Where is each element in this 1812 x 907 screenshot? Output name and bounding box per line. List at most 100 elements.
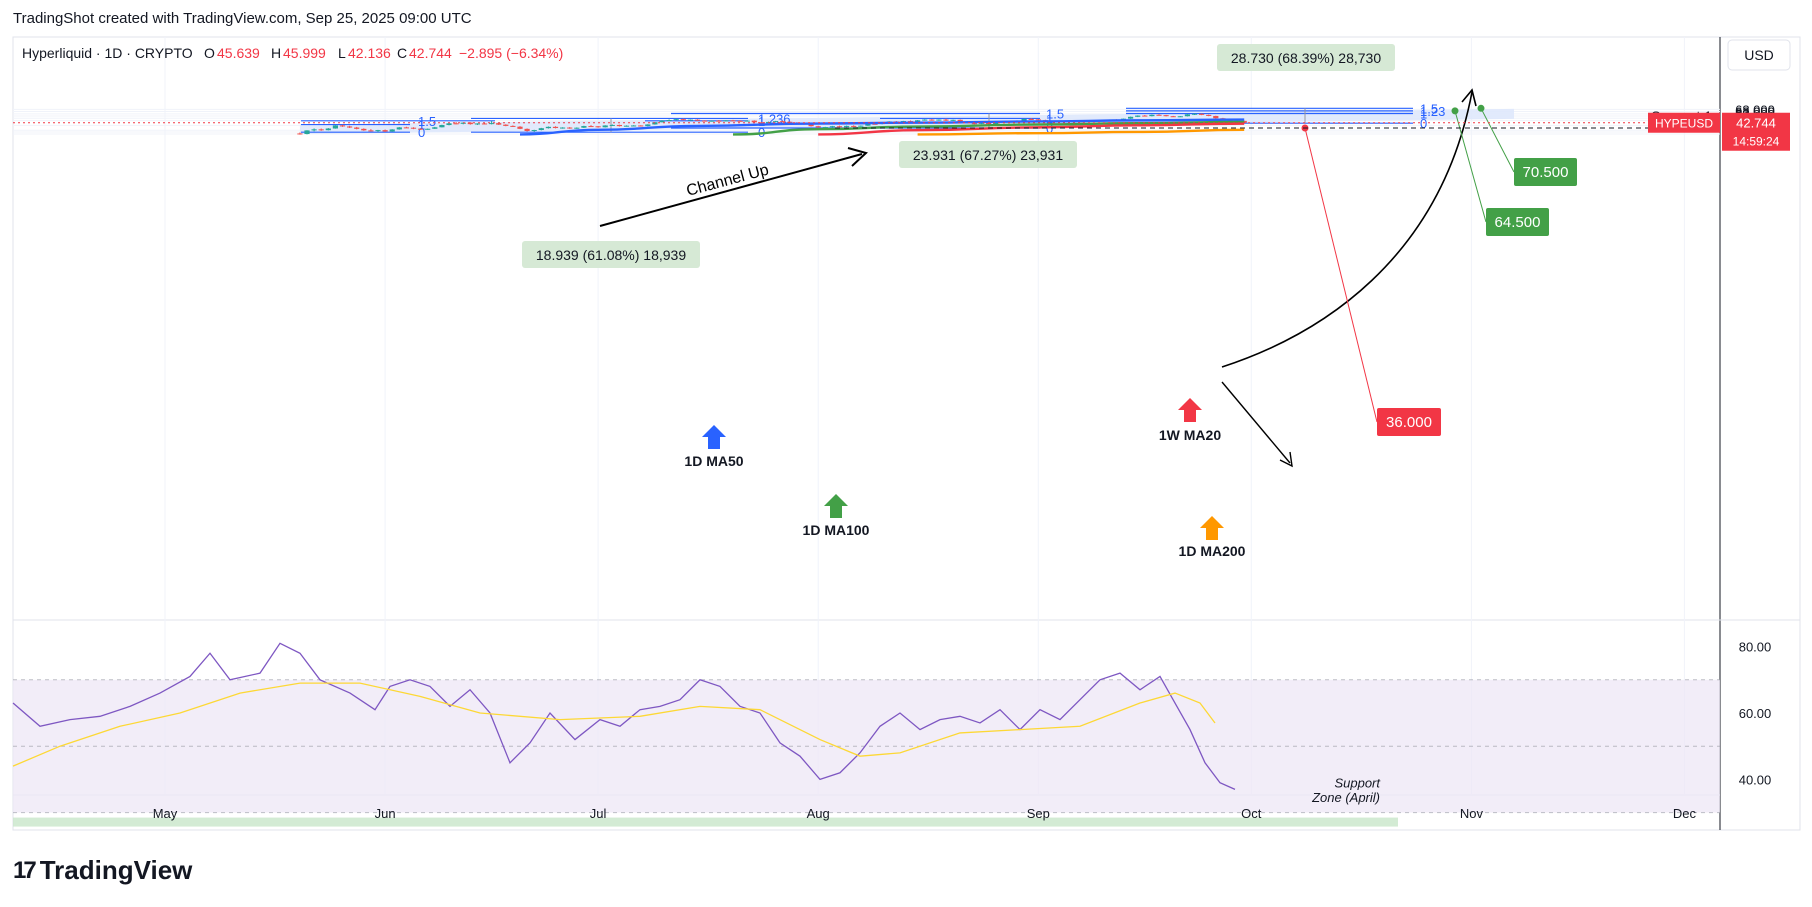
candle-body	[730, 120, 736, 122]
candle-body	[503, 124, 509, 126]
candle-body	[517, 126, 523, 129]
candle-body	[751, 120, 757, 123]
candle-body	[744, 120, 750, 122]
candle-body	[339, 125, 346, 127]
legend-o-label: O	[204, 45, 215, 61]
chart-frame	[12, 36, 1801, 831]
channel-up-arrow	[599, 153, 863, 227]
candle-body	[489, 123, 495, 125]
tradingview-logo-icon: 17	[13, 856, 37, 884]
candle-body	[481, 123, 488, 125]
rsi-band	[13, 679, 1720, 813]
support-zone-label: Support	[1334, 776, 1381, 791]
candle-body	[1177, 116, 1183, 118]
candle-body	[993, 122, 999, 125]
time-tick-label: Jun	[375, 806, 396, 821]
time-tick-label: Oct	[1241, 806, 1262, 821]
fib-label: 0	[1420, 116, 1427, 131]
candle-body	[410, 127, 417, 129]
candle-body	[1021, 118, 1027, 121]
ma-label: 1W MA20	[1159, 427, 1221, 443]
candle-body	[773, 121, 779, 123]
measure-box-label: 23.931 (67.27%) 23,931	[913, 147, 1063, 163]
candle-body	[950, 119, 956, 121]
candle-body	[1135, 115, 1141, 117]
ma-label: 1D MA50	[684, 453, 743, 469]
time-tick-label: Sep	[1027, 806, 1050, 821]
legend-l-label: L	[338, 45, 346, 61]
rsi-line	[12, 642, 1236, 790]
target-box	[1514, 158, 1577, 186]
candle-body	[1199, 113, 1205, 115]
candle-body	[418, 128, 424, 130]
target-label: 36.000	[1386, 414, 1432, 431]
down-arrow	[1221, 381, 1291, 464]
measure-box-label: 18.939 (61.08%) 18,939	[536, 247, 686, 263]
time-tick-label: Jul	[590, 806, 607, 821]
legend-c-value: 42.744	[409, 45, 452, 61]
measure-box	[522, 241, 700, 268]
candle-body	[496, 123, 502, 125]
candle-body	[915, 120, 921, 123]
candle-body	[808, 124, 814, 127]
candle-body	[631, 125, 637, 127]
candle-body	[971, 123, 977, 125]
down-arrowhead	[1279, 451, 1293, 468]
candle-body	[957, 119, 963, 122]
candle-body	[1035, 119, 1041, 121]
fib-label: 1.5	[1046, 106, 1064, 121]
rsi-tick-label: 40.00	[1739, 772, 1772, 787]
candle-body	[574, 127, 580, 129]
candle-body	[609, 124, 615, 126]
candle-body	[872, 123, 878, 125]
ma-line-1w-ma20	[818, 122, 1245, 136]
tradingview-logo[interactable]: 17 TradingView	[13, 855, 192, 886]
candle-body	[780, 121, 786, 123]
candle-body	[439, 125, 445, 128]
moving-averages	[519, 118, 1245, 136]
candle-body	[403, 127, 409, 129]
candle-body	[836, 126, 843, 128]
candle-body	[332, 125, 338, 129]
currency-button[interactable]	[1727, 39, 1791, 71]
candle-body	[1128, 116, 1134, 119]
legend-change: −2.895 (−6.34%)	[459, 45, 563, 61]
rsi-ma-line	[12, 682, 1216, 767]
candle-body	[709, 120, 715, 122]
candle-body	[638, 125, 644, 127]
measure-box	[1217, 44, 1395, 71]
candle-body	[1191, 113, 1198, 115]
axes: 68.00063.00058.00054.00050.00046.00039.0…	[153, 102, 1790, 821]
candle-body	[851, 125, 857, 127]
candle-body	[474, 123, 480, 125]
candle-body	[382, 130, 388, 132]
candle-body	[375, 130, 381, 132]
candle-body	[737, 120, 743, 122]
candle-body	[1184, 114, 1190, 117]
target-leader	[1304, 127, 1378, 423]
projection-arrow	[1221, 91, 1473, 368]
legend-l-value: 42.136	[348, 45, 391, 61]
candle-body	[716, 120, 722, 122]
candle-body	[552, 126, 559, 129]
candle-body	[1213, 115, 1219, 119]
rsi-support-zone	[13, 817, 1398, 827]
last-price-tag	[1722, 112, 1790, 151]
candle-body	[325, 128, 331, 131]
target-leader	[1454, 110, 1487, 223]
support-zone-label: Zone (April)	[1311, 790, 1380, 805]
candle-body	[844, 125, 850, 127]
fib-label: 1	[1420, 106, 1427, 121]
projection-arrowhead	[1461, 88, 1477, 107]
candle-body	[652, 122, 658, 125]
candle-body	[347, 126, 353, 128]
symbol-tag-label: HYPEUSD	[1655, 117, 1713, 131]
tradingview-wordmark: TradingView	[39, 855, 193, 885]
target-box	[1377, 408, 1441, 436]
candle-body	[602, 125, 608, 128]
candle-body	[673, 119, 679, 121]
candle-body	[865, 123, 871, 126]
